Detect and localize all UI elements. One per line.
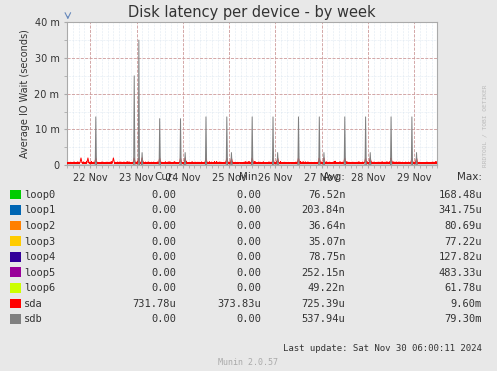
Text: 0.00: 0.00 [152, 190, 176, 200]
Text: Avg:: Avg: [323, 172, 345, 182]
Text: 77.22u: 77.22u [445, 237, 482, 246]
Text: Last update: Sat Nov 30 06:00:11 2024: Last update: Sat Nov 30 06:00:11 2024 [283, 344, 482, 353]
Text: 731.78u: 731.78u [133, 299, 176, 309]
Text: loop6: loop6 [24, 283, 55, 293]
Title: Disk latency per device - by week: Disk latency per device - by week [128, 5, 376, 20]
Text: 0.00: 0.00 [152, 315, 176, 324]
Text: Min:: Min: [239, 172, 261, 182]
Text: 0.00: 0.00 [152, 268, 176, 278]
Text: loop4: loop4 [24, 252, 55, 262]
Text: 537.94u: 537.94u [302, 315, 345, 324]
Text: 0.00: 0.00 [236, 221, 261, 231]
Text: Munin 2.0.57: Munin 2.0.57 [219, 358, 278, 367]
Text: 49.22n: 49.22n [308, 283, 345, 293]
Text: loop5: loop5 [24, 268, 55, 278]
Text: 0.00: 0.00 [152, 252, 176, 262]
Text: RRDTOOL / TOBI OETIKER: RRDTOOL / TOBI OETIKER [482, 85, 487, 167]
Text: 373.83u: 373.83u [217, 299, 261, 309]
Text: 0.00: 0.00 [152, 206, 176, 215]
Text: 203.84n: 203.84n [302, 206, 345, 215]
Text: 0.00: 0.00 [236, 237, 261, 246]
Text: 76.52n: 76.52n [308, 190, 345, 200]
Text: 0.00: 0.00 [236, 315, 261, 324]
Text: 78.75n: 78.75n [308, 252, 345, 262]
Text: 80.69u: 80.69u [445, 221, 482, 231]
Text: 0.00: 0.00 [236, 283, 261, 293]
Text: loop0: loop0 [24, 190, 55, 200]
Text: Cur:: Cur: [155, 172, 176, 182]
Text: 61.78u: 61.78u [445, 283, 482, 293]
Text: 36.64n: 36.64n [308, 221, 345, 231]
Text: sdb: sdb [24, 315, 43, 324]
Text: sda: sda [24, 299, 43, 309]
Text: loop2: loop2 [24, 221, 55, 231]
Text: 0.00: 0.00 [236, 252, 261, 262]
Text: 725.39u: 725.39u [302, 299, 345, 309]
Text: 0.00: 0.00 [236, 206, 261, 215]
Text: 0.00: 0.00 [236, 190, 261, 200]
Text: 0.00: 0.00 [152, 221, 176, 231]
Text: loop3: loop3 [24, 237, 55, 246]
Text: 0.00: 0.00 [236, 268, 261, 278]
Y-axis label: Average IO Wait (seconds): Average IO Wait (seconds) [20, 29, 30, 158]
Text: loop1: loop1 [24, 206, 55, 215]
Text: 0.00: 0.00 [152, 283, 176, 293]
Text: 341.75u: 341.75u [438, 206, 482, 215]
Text: 483.33u: 483.33u [438, 268, 482, 278]
Text: 9.60m: 9.60m [451, 299, 482, 309]
Text: Max:: Max: [457, 172, 482, 182]
Text: 127.82u: 127.82u [438, 252, 482, 262]
Text: 252.15n: 252.15n [302, 268, 345, 278]
Text: 168.48u: 168.48u [438, 190, 482, 200]
Text: 35.07n: 35.07n [308, 237, 345, 246]
Text: 0.00: 0.00 [152, 237, 176, 246]
Text: 79.30m: 79.30m [445, 315, 482, 324]
